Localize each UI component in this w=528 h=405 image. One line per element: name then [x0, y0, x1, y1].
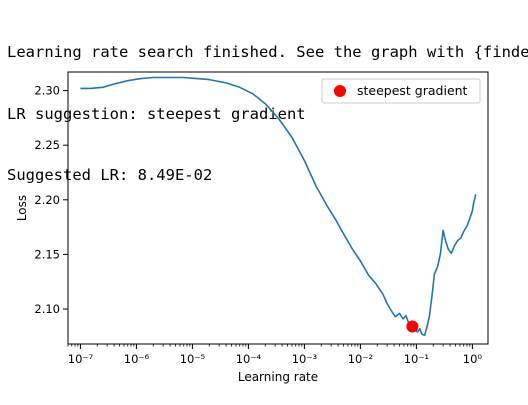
- plot-area: [80, 76, 477, 337]
- console-output: Learning rate search finished. See the g…: [7, 1, 528, 206]
- y-tick-label: 2.20: [34, 193, 60, 207]
- console-line-suggested-lr: Suggested LR: 8.49E-02: [7, 166, 213, 184]
- y-tick-label: 2.10: [34, 302, 60, 316]
- x-tick-label: 10⁻²: [348, 352, 373, 366]
- x-tick-label: 10⁻⁷: [68, 352, 94, 366]
- console-line-suggestion: LR suggestion: steepest gradient: [7, 104, 306, 123]
- console-line-finished: Learning rate search finished. See the g…: [7, 43, 528, 61]
- suggested-lr-marker: [406, 320, 419, 333]
- legend-marker: [334, 85, 346, 97]
- x-tick-label: 10⁻⁴: [236, 352, 262, 366]
- lr-finder-chart: 10⁻⁷ 10⁻⁶ 10⁻⁵ 10⁻⁴ 10⁻³ 10⁻² 10⁻¹ 10⁰ 2.10 2.15 2…: [15, 71, 489, 384]
- axes-frame: [67, 71, 489, 345]
- x-tick-label: 10⁻³: [292, 352, 318, 366]
- legend-box: [321, 78, 481, 104]
- x-tick-label: 10⁻¹: [404, 352, 429, 366]
- legend-label: steepest gradient: [357, 83, 468, 98]
- x-axis-label: Learning rate: [238, 370, 318, 384]
- y-tick-label: 2.15: [34, 247, 60, 261]
- legend: steepest gradient: [321, 78, 481, 104]
- x-tick-label: 10⁻⁵: [180, 352, 206, 366]
- axis-ticks: 10⁻⁷ 10⁻⁶ 10⁻⁵ 10⁻⁴ 10⁻³ 10⁻² 10⁻¹ 10⁰ 2.10 2.15 2…: [34, 84, 482, 366]
- y-axis-label: Loss: [15, 195, 29, 221]
- x-tick-label: 10⁰: [463, 352, 483, 366]
- x-tick-label: 10⁻⁶: [124, 352, 150, 366]
- series-line-loss: [80, 76, 477, 337]
- y-tick-label: 2.30: [34, 84, 60, 98]
- y-tick-label: 2.25: [34, 138, 60, 152]
